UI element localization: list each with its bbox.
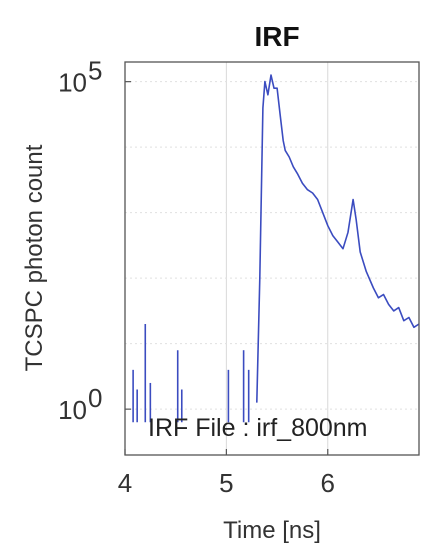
- x-tick-label-0: 4: [118, 468, 132, 498]
- y-tick-label-0: 10: [58, 68, 87, 98]
- data-series: [132, 74, 420, 423]
- x-tick-label-2: 6: [321, 468, 335, 498]
- y-tick-exponent-0: 5: [88, 56, 102, 86]
- y-axis-ticks: 10 510 0: [58, 56, 131, 425]
- y-tick-label-1: 10: [58, 395, 87, 425]
- x-axis-label: Time [ns]: [223, 517, 321, 544]
- series-line: [256, 74, 420, 403]
- y-tick-exponent-1: 0: [88, 383, 102, 413]
- chart-title: IRF: [254, 21, 299, 52]
- y-axis-label: TCSPC photon count: [21, 144, 48, 371]
- x-axis-ticks: 4 5 6: [118, 449, 335, 498]
- irf-file-annotation: IRF File : irf_800nm: [148, 414, 368, 442]
- x-tick-label-1: 5: [219, 468, 233, 498]
- plot-background: [125, 62, 419, 455]
- plot-frame: [124, 61, 420, 456]
